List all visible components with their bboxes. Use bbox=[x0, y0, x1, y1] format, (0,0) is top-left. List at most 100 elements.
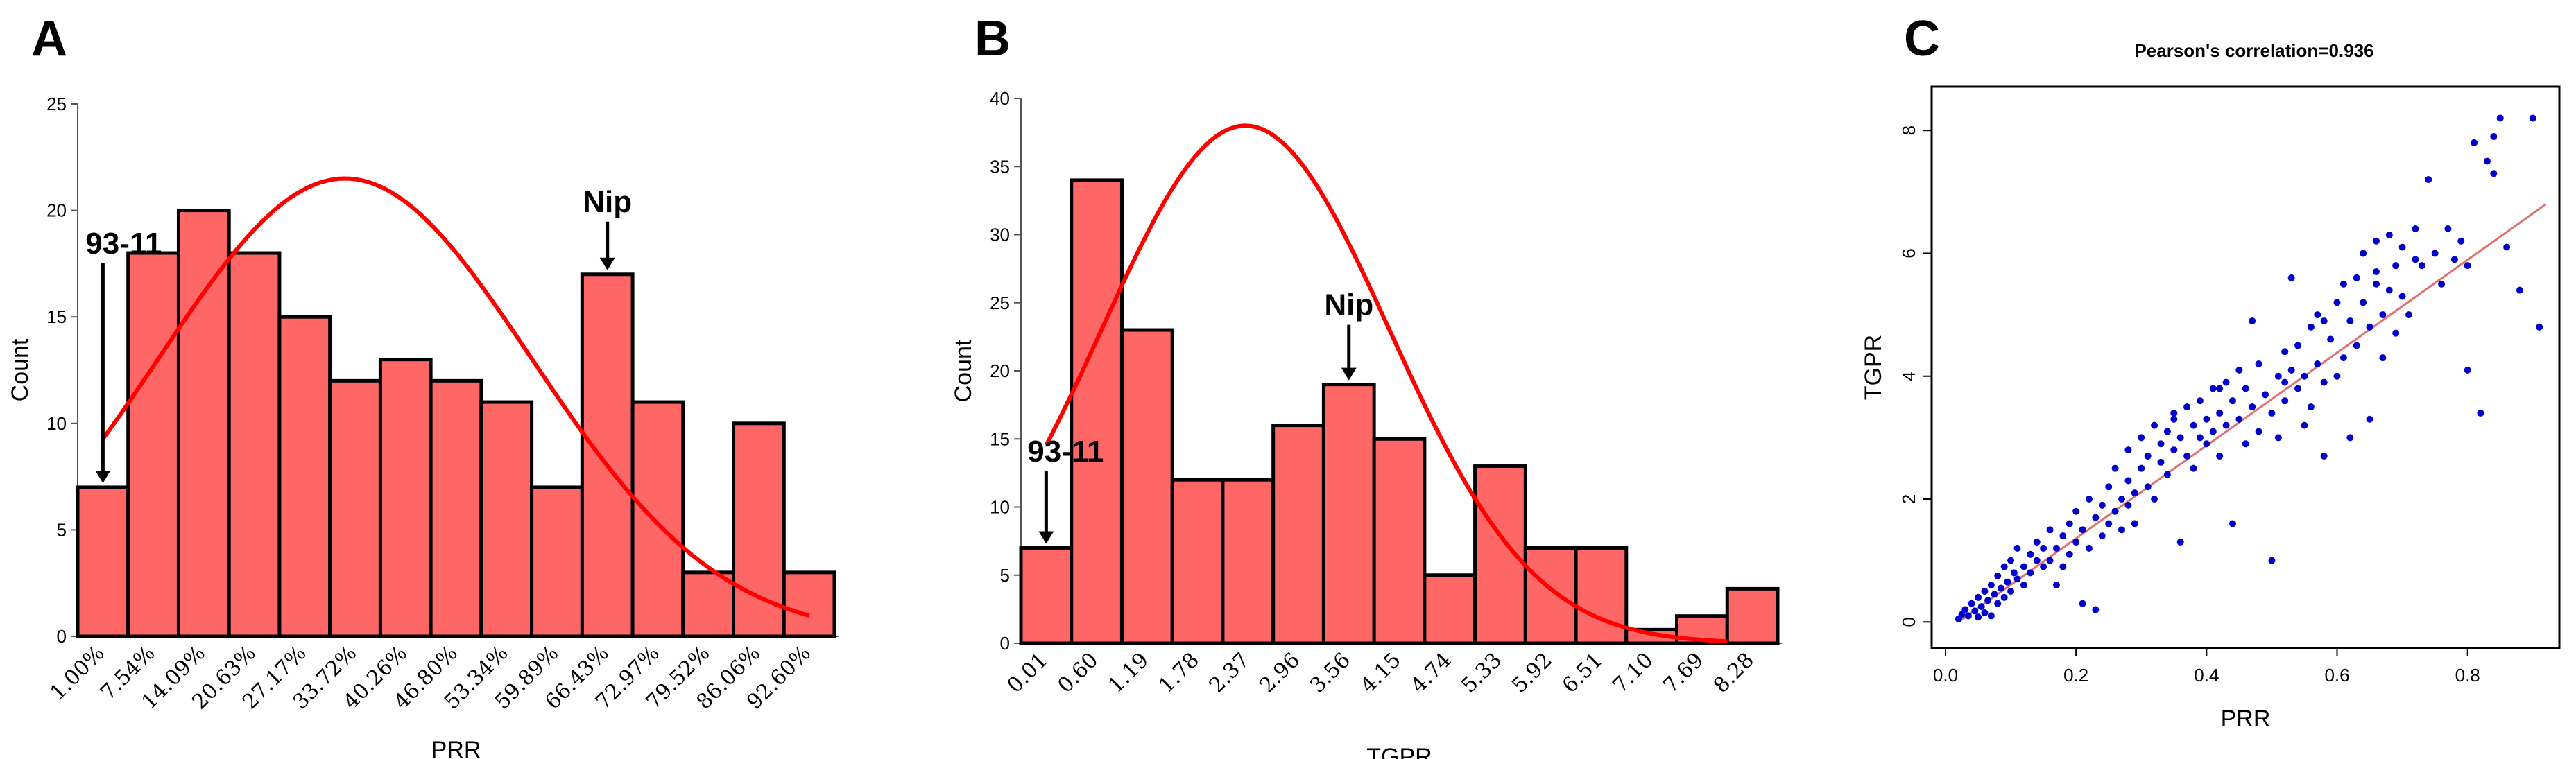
scatter-point bbox=[2425, 176, 2432, 184]
scatter-point bbox=[2190, 464, 2197, 472]
scatter-point bbox=[2013, 544, 2021, 552]
scatter-point bbox=[2079, 526, 2086, 534]
scatter-point bbox=[2392, 262, 2400, 270]
panel-c: C Pearson's correlation=0.936 0.0 0.2 0.4 0… bbox=[1860, 11, 2561, 732]
scatter-point bbox=[2503, 243, 2511, 251]
bar-66.43% bbox=[580, 272, 635, 638]
scatter-point bbox=[1958, 611, 1966, 618]
scatter-point bbox=[2163, 471, 2171, 478]
scatter-point bbox=[2072, 539, 2080, 546]
bar-40.26% bbox=[378, 358, 433, 638]
y-tick-label: 5 bbox=[57, 519, 67, 540]
y-axis-title: Count bbox=[950, 339, 977, 402]
scatter-point bbox=[2000, 563, 2008, 570]
scatter-point bbox=[2438, 280, 2446, 288]
scatter-point bbox=[2138, 434, 2145, 442]
y-tick-label: 30 bbox=[990, 225, 1010, 245]
bar-8.28 bbox=[1725, 586, 1780, 645]
scatter-point bbox=[1994, 572, 2002, 579]
trend-line bbox=[1957, 203, 2547, 623]
bar-59.89% bbox=[530, 485, 584, 638]
scatter-point bbox=[2249, 317, 2256, 324]
scatter-point bbox=[2059, 563, 2067, 570]
scatter-point bbox=[2020, 582, 2027, 589]
scatter-point bbox=[2072, 507, 2080, 515]
scatter-point bbox=[1981, 609, 1989, 616]
scatter-point bbox=[2464, 366, 2471, 374]
scatter-point bbox=[1975, 593, 1982, 601]
scatter-point bbox=[2529, 114, 2536, 122]
x-tick-label: 2.37 bbox=[1205, 648, 1255, 698]
scatter-point bbox=[1987, 582, 1995, 589]
scatter-point bbox=[2209, 428, 2217, 435]
bar-72.97% bbox=[630, 400, 685, 638]
y-tick-label: 35 bbox=[990, 156, 1010, 177]
bar-3.56 bbox=[1321, 383, 1376, 645]
bar-1.78 bbox=[1170, 478, 1225, 645]
bar-33.72% bbox=[328, 378, 382, 638]
scatter-point bbox=[2079, 600, 2086, 607]
bar-2.37 bbox=[1221, 478, 1276, 645]
scatter-point bbox=[2010, 569, 2018, 577]
scatter-point bbox=[2209, 385, 2217, 392]
scatter-point bbox=[2059, 532, 2067, 540]
scatter-point bbox=[2366, 323, 2373, 331]
scatter-point bbox=[2131, 520, 2138, 527]
x-tick-label: 0.0 bbox=[1933, 665, 1958, 686]
scatter-point bbox=[1977, 603, 1985, 611]
scatter-point bbox=[2366, 415, 2373, 423]
scatter-point bbox=[2307, 403, 2315, 411]
scatter-point bbox=[2496, 114, 2504, 122]
bar-4.74 bbox=[1423, 573, 1477, 645]
scatter-point bbox=[2379, 354, 2387, 362]
y-tick-label: 40 bbox=[990, 88, 1010, 109]
scatter-point bbox=[2183, 403, 2191, 411]
scatter-point bbox=[2268, 557, 2276, 564]
scatter-point bbox=[2229, 397, 2236, 405]
bar-92.60% bbox=[782, 570, 836, 638]
x-tick-label: 1.00% bbox=[46, 641, 110, 705]
scatter-point bbox=[2385, 286, 2393, 294]
scatter-point bbox=[2385, 231, 2393, 238]
scatter-point bbox=[2092, 514, 2100, 521]
scatter-point bbox=[2098, 501, 2106, 509]
scatter-point bbox=[2464, 262, 2471, 270]
scatter-point bbox=[2287, 366, 2295, 374]
scatter-point bbox=[2536, 323, 2543, 331]
scatter-point bbox=[2274, 434, 2282, 442]
y-tick-label: 0 bbox=[1000, 633, 1010, 654]
x-tick-label: 7.10 bbox=[1608, 648, 1658, 698]
scatter-point bbox=[1987, 612, 1995, 620]
bar-1.00% bbox=[76, 485, 130, 638]
scatter-point bbox=[2052, 544, 2060, 552]
plot-frame bbox=[1930, 85, 2561, 649]
bar-14.09% bbox=[176, 209, 231, 638]
scatter-point bbox=[2144, 452, 2152, 460]
scatter-point bbox=[2327, 335, 2335, 343]
y-tick-label: 4 bbox=[1898, 371, 1919, 381]
scatter-point bbox=[2007, 587, 2015, 595]
bar-86.06% bbox=[732, 421, 786, 638]
scatter-point bbox=[2353, 274, 2360, 281]
scatter-point bbox=[2066, 520, 2073, 527]
scatter-point bbox=[2235, 415, 2243, 423]
scatter-point bbox=[2477, 409, 2484, 417]
x-tick-label: 7.69 bbox=[1658, 648, 1708, 698]
scatter-point bbox=[2170, 446, 2178, 454]
scatter-point bbox=[2490, 133, 2498, 141]
bar-6.51 bbox=[1574, 546, 1629, 645]
x-tick-label: 4.74 bbox=[1407, 648, 1457, 698]
panel-letter-b: B bbox=[974, 11, 1011, 67]
scatter-point bbox=[2046, 557, 2054, 564]
scatter-point bbox=[2216, 452, 2224, 460]
scatter-point bbox=[2320, 452, 2328, 460]
chart-title: Pearson's correlation=0.936 bbox=[2134, 40, 2373, 61]
panel-a: A 05101520251.00%7.54%14.09%20.63%27.17%… bbox=[7, 11, 839, 759]
scatter-point bbox=[2118, 496, 2126, 503]
y-tick-label: 0 bbox=[57, 626, 67, 647]
scatter-point bbox=[2111, 507, 2119, 515]
x-tick-label: 5.92 bbox=[1507, 648, 1557, 698]
scatter-point bbox=[1971, 607, 1979, 615]
scatter-point bbox=[2170, 415, 2178, 423]
y-tick-label: 10 bbox=[46, 413, 67, 434]
